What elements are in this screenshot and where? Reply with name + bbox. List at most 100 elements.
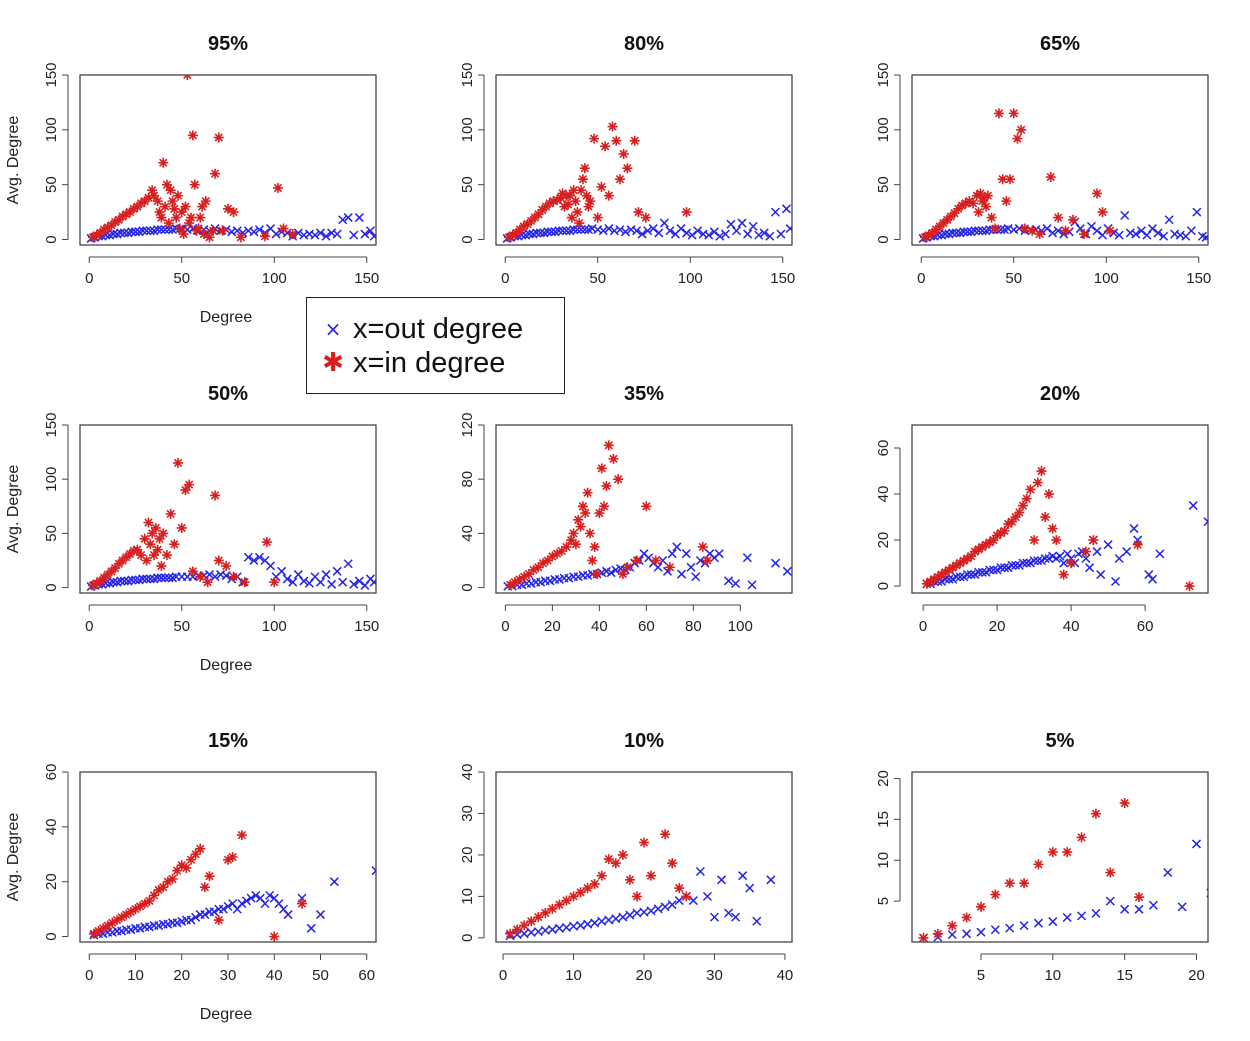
out-degree-point (781, 204, 791, 214)
in-degree-point (184, 479, 195, 490)
out-degree-point (1148, 900, 1158, 910)
out-degree-point (1007, 560, 1017, 570)
x-tick-label: 20 (989, 618, 1006, 635)
y-tick-label: 50 (459, 176, 476, 193)
points-layer (88, 830, 376, 942)
out-degree-point (1019, 921, 1029, 931)
out-degree-point (160, 573, 170, 583)
chart-panel-2: 80% 0 50 100 150 0 50 100 150 (459, 33, 795, 287)
in-degree-point (674, 883, 685, 894)
out-degree-point (658, 555, 668, 566)
in-degree-point (528, 564, 539, 575)
in-degree-point (975, 901, 986, 912)
in-degree-point (650, 555, 661, 566)
x-tick-label: 60 (638, 618, 655, 635)
out-degree-point (724, 576, 734, 586)
out-degree-point (996, 563, 1006, 573)
y-tick-label: 30 (459, 805, 476, 822)
out-degree-point (329, 877, 339, 887)
in-degree-point (121, 209, 132, 220)
legend-label-in: x=in degree (353, 346, 506, 379)
y-tick-label: 15 (875, 811, 892, 828)
in-degree-point (575, 887, 586, 898)
y-tick-label: 80 (459, 471, 476, 488)
in-degree-point (971, 190, 982, 201)
x-tick-label: 50 (589, 270, 606, 287)
in-degree-point (163, 218, 174, 229)
out-degree-point (138, 574, 148, 584)
out-degree-point (156, 225, 166, 235)
in-degree-point (147, 185, 158, 196)
in-degree-point (603, 854, 614, 865)
in-degree-point (223, 854, 233, 865)
out-degree-point (716, 875, 727, 885)
out-degree-point (288, 577, 298, 587)
in-degree-point (932, 928, 943, 939)
out-degree-point (611, 914, 621, 924)
in-degree-point (136, 550, 147, 561)
out-degree-point (618, 912, 628, 922)
x-tick-label: 0 (85, 967, 93, 984)
in-degree-point (505, 579, 516, 590)
in-degree-point (1066, 558, 1077, 569)
legend-box: × x=out degree ✱ x=in degree (306, 297, 565, 394)
y-tick-label: 20 (875, 770, 892, 787)
in-degree-point (1090, 808, 1101, 819)
in-degree-point (144, 895, 155, 906)
in-degree-point (1001, 196, 1012, 207)
in-degree-point (960, 198, 971, 209)
out-degree-point (951, 572, 961, 582)
out-degree-point (156, 573, 166, 583)
out-degree-point (1147, 574, 1158, 584)
in-degree-point (592, 569, 603, 580)
out-degree-point (1048, 228, 1058, 238)
in-degree-point (228, 207, 239, 218)
out-degree-point (988, 565, 998, 575)
in-degree-point (158, 157, 169, 168)
in-degree-point (568, 185, 579, 196)
in-degree-point (200, 196, 211, 207)
out-degree-point (691, 572, 701, 582)
x-tick-label: 10 (1044, 967, 1061, 984)
out-degree-point (266, 561, 276, 571)
x-tick-label: 40 (777, 967, 794, 984)
out-degree-point (1005, 923, 1015, 933)
in-degree-point (167, 873, 178, 884)
in-degree-point (533, 562, 544, 573)
out-degree-point (625, 910, 635, 920)
out-degree-point (660, 902, 670, 912)
out-degree-point (646, 906, 656, 916)
in-degree-point (633, 207, 644, 218)
out-degree-point (1201, 232, 1208, 242)
out-degree-point (1120, 210, 1130, 220)
plot-frame (495, 771, 793, 943)
in-degree-point (681, 891, 692, 902)
plot-frame (911, 771, 1209, 943)
out-degree-point (748, 221, 758, 231)
in-degree-point (580, 508, 591, 519)
in-degree-point (955, 558, 966, 569)
in-degree-point (195, 212, 206, 223)
points-layer (502, 121, 792, 243)
in-degree-point (187, 130, 198, 141)
points-layer (86, 457, 376, 592)
y-tick-label: 50 (43, 176, 60, 193)
out-degree-point (752, 916, 762, 926)
in-degree-point (128, 203, 139, 214)
in-degree-point (174, 223, 185, 234)
in-degree-point (1045, 172, 1056, 182)
in-degree-point (132, 544, 143, 555)
out-degree-point (153, 573, 163, 583)
in-degree-point (509, 577, 520, 588)
out-degree-point (221, 571, 231, 581)
in-degree-point (208, 225, 219, 236)
out-degree-point (632, 226, 642, 236)
y-tick-label: 20 (459, 847, 476, 864)
points-layer (505, 829, 776, 941)
out-degree-point (709, 227, 719, 237)
out-degree-point (1029, 556, 1039, 566)
out-degree-point (365, 226, 375, 236)
out-degree-point (535, 228, 545, 238)
out-degree-point (754, 230, 764, 240)
x-tick-label: 0 (85, 270, 93, 287)
